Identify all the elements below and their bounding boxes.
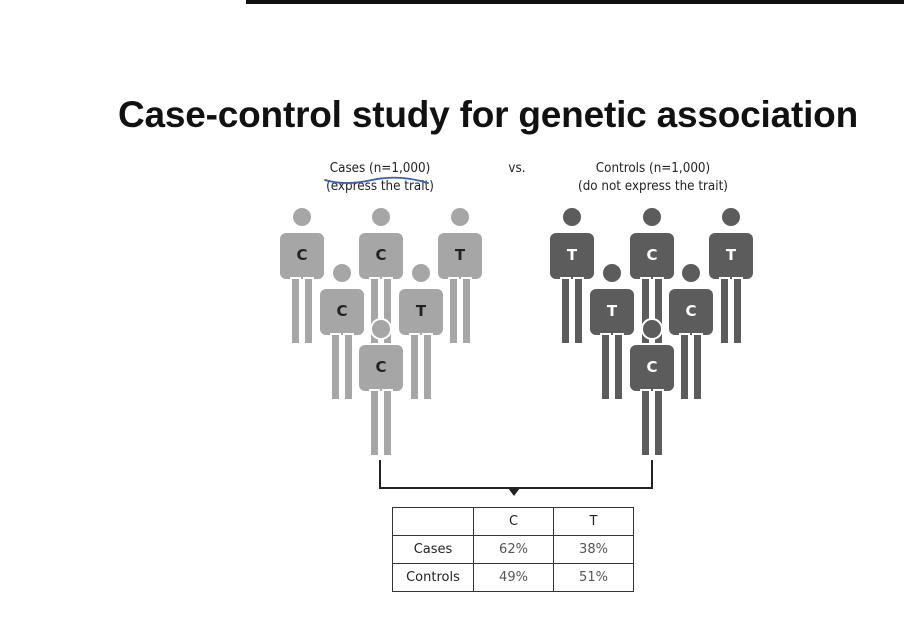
table-corner-cell [392, 507, 474, 536]
cases-title: Cases (n=1,000) [329, 161, 431, 176]
cases-person-1: C [278, 206, 326, 345]
controls-subtitle: (do not express the trait) [578, 179, 728, 194]
cases-allele-label-3: T [455, 246, 466, 264]
column-header-t: T [553, 507, 634, 536]
cases-person-4: C [318, 262, 366, 401]
controls-allele-label-3: T [726, 246, 737, 264]
controls-allele-label-5: C [685, 302, 696, 320]
cases-person-5: T [397, 262, 445, 401]
controls-group: T C T T C C [548, 206, 755, 457]
controls-allele-label-2: C [646, 246, 657, 264]
person-icon [628, 318, 676, 457]
cases-allele-label-5: T [416, 302, 427, 320]
cases-person-3: T [436, 206, 484, 345]
allele-frequency-table: C T Cases 62% 38% Controls 49% 51% [392, 507, 634, 592]
arrow-down-icon [508, 488, 520, 496]
controls-person-1: T [548, 206, 596, 345]
top-border-bar [246, 0, 904, 4]
cell-cases-c: 62% [473, 535, 554, 564]
cases-person-6: C [357, 318, 405, 457]
controls-person-2: C [628, 206, 676, 345]
cases-allele-label-2: C [375, 246, 386, 264]
controls-title: Controls (n=1,000) [595, 161, 711, 176]
cell-controls-c: 49% [473, 563, 554, 592]
controls-person-5: C [667, 262, 715, 401]
row-label-controls: Controls [392, 563, 474, 592]
cases-allele-label-1: C [296, 246, 307, 264]
cell-controls-t: 51% [553, 563, 634, 592]
controls-allele-label-6: C [646, 358, 657, 376]
table-row-cases: Cases 62% 38% [392, 535, 634, 564]
table-row-controls: Controls 49% 51% [392, 563, 634, 592]
person-icon [357, 318, 405, 457]
cases-allele-label-6: C [375, 358, 386, 376]
controls-person-3: T [707, 206, 755, 345]
vs-text: vs. [508, 161, 526, 176]
cases-group: C C T C T C [278, 206, 484, 457]
column-header-c: C [473, 507, 554, 536]
controls-allele-label-1: T [567, 246, 578, 264]
controls-allele-label-4: T [607, 302, 618, 320]
cases-allele-label-4: C [336, 302, 347, 320]
controls-person-6: C [628, 318, 676, 457]
controls-person-4: T [588, 262, 636, 401]
cases-person-2: C [357, 206, 405, 345]
row-label-cases: Cases [392, 535, 474, 564]
merge-bracket [379, 460, 653, 496]
controls-label: Controls (n=1,000) (do not express the t… [556, 160, 749, 196]
cell-cases-t: 38% [553, 535, 634, 564]
table-header-row: C T [392, 507, 634, 536]
slide-title: Case-control study for genetic associati… [118, 94, 858, 135]
vs-label: vs. [501, 160, 532, 178]
